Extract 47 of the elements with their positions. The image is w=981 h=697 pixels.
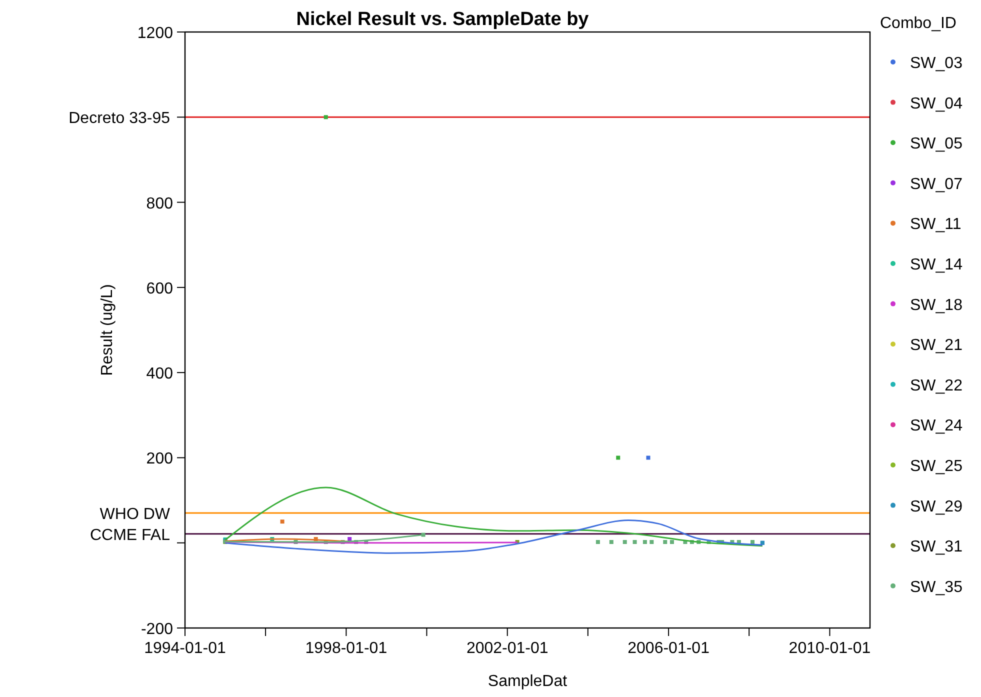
legend-title: Combo_ID bbox=[880, 15, 956, 32]
y-tick-label: 200 bbox=[146, 450, 174, 468]
legend-label: SW_21 bbox=[910, 337, 963, 354]
y-axis-title: Result (ug/L) bbox=[99, 284, 116, 376]
point bbox=[609, 540, 614, 544]
point bbox=[622, 540, 627, 544]
legend-label: SW_29 bbox=[910, 498, 963, 516]
y-tick-label: -200 bbox=[140, 621, 174, 638]
legend-label: SW_07 bbox=[910, 176, 963, 193]
ref-line-label: WHO DW bbox=[100, 506, 171, 524]
point bbox=[663, 540, 668, 544]
point bbox=[650, 540, 654, 544]
y-tick-label: 1200 bbox=[137, 25, 174, 42]
x-tick-label: 2010-01-01 bbox=[788, 640, 871, 657]
y-tick-label: 800 bbox=[146, 195, 174, 212]
legend-label: SW_05 bbox=[910, 136, 963, 153]
x-tick-label: 1998-01-01 bbox=[305, 640, 388, 657]
point bbox=[324, 115, 328, 120]
x-tick-label: 2002-01-01 bbox=[466, 640, 548, 657]
y-tick-label: 400 bbox=[146, 366, 174, 383]
ref-line-label: CCME FAL bbox=[90, 526, 170, 544]
legend-label: SW_25 bbox=[910, 458, 963, 475]
x-axis-title: SampleDat bbox=[488, 673, 568, 690]
ref-line-label: Decreto 33-95 bbox=[68, 110, 170, 128]
chart-title: Nickel Result vs. SampleDate by bbox=[296, 9, 590, 30]
legend-label: SW_11 bbox=[910, 216, 962, 234]
point bbox=[616, 456, 620, 460]
point bbox=[646, 456, 650, 460]
line-series bbox=[224, 520, 764, 554]
point bbox=[632, 540, 637, 544]
legend-label: SW_22 bbox=[910, 377, 963, 394]
legend-label: SW_24 bbox=[910, 418, 963, 435]
legend-label: SW_35 bbox=[910, 578, 963, 596]
x-tick-label: 2006-01-01 bbox=[628, 640, 710, 657]
legend-label: SW_18 bbox=[910, 296, 963, 314]
y-tick-label: 600 bbox=[146, 280, 174, 298]
point bbox=[280, 520, 284, 524]
legend-label: SW_14 bbox=[910, 256, 963, 274]
legend-label: SW_04 bbox=[910, 95, 963, 112]
point bbox=[750, 540, 755, 544]
legend-label: SW_31 bbox=[910, 538, 963, 556]
x-tick-label: 1994-01-01 bbox=[144, 640, 226, 657]
point bbox=[596, 540, 600, 544]
line-series bbox=[224, 486, 764, 547]
legend-label: SW_03 bbox=[910, 55, 963, 72]
point bbox=[670, 540, 674, 544]
point bbox=[642, 540, 647, 544]
